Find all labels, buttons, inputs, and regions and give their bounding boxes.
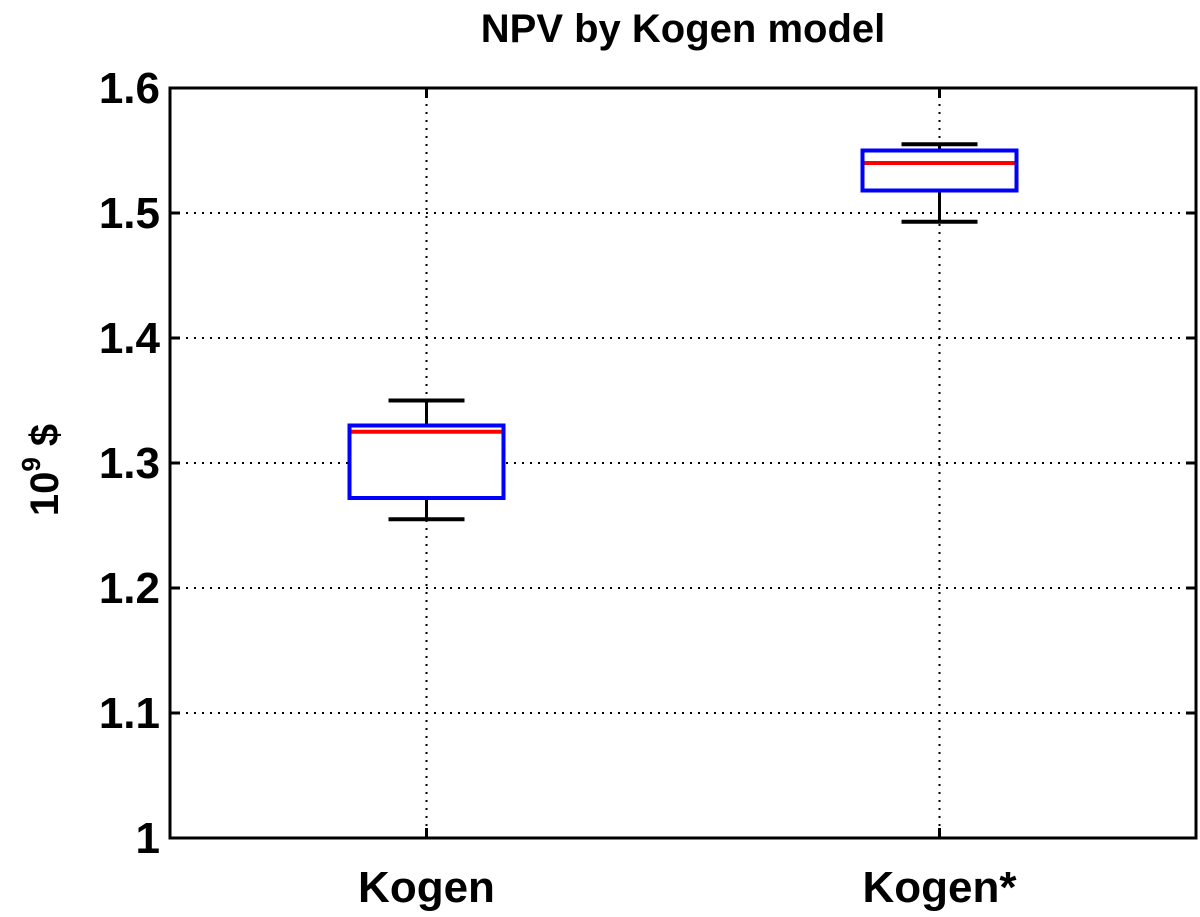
y-axis-label-space: [23, 446, 67, 457]
interquartile-box: [860, 148, 1019, 193]
x-tick-label: Kogen: [358, 863, 495, 912]
y-axis-label-unit: $: [23, 424, 67, 446]
y-axis-label: 109 $: [16, 424, 67, 516]
grid-lines: [170, 88, 1196, 838]
y-tick-label: 1.1: [99, 689, 160, 738]
y-tick-label: 1.3: [99, 439, 160, 488]
y-tick-label: 1: [136, 814, 160, 863]
y-tick-label: 1.6: [99, 64, 160, 113]
chart-title: NPV by Kogen model: [481, 7, 886, 51]
y-axis-ticks: 1 1.1 1.2 1.3 1.4 1.5 1.6: [99, 64, 1196, 863]
y-tick-label: 1.4: [99, 314, 161, 363]
y-axis-label-base: 10: [23, 472, 67, 517]
box-1: [347, 398, 506, 522]
x-axis-ticks: Kogen Kogen*: [358, 88, 1017, 912]
box-series: [347, 142, 1019, 522]
y-axis-label-exponent: 9: [16, 457, 46, 471]
x-tick-label: Kogen*: [863, 863, 1018, 912]
box-2: [860, 142, 1019, 224]
y-tick-label: 1.5: [99, 189, 160, 238]
interquartile-box: [347, 423, 506, 500]
y-tick-label: 1.2: [99, 564, 160, 613]
